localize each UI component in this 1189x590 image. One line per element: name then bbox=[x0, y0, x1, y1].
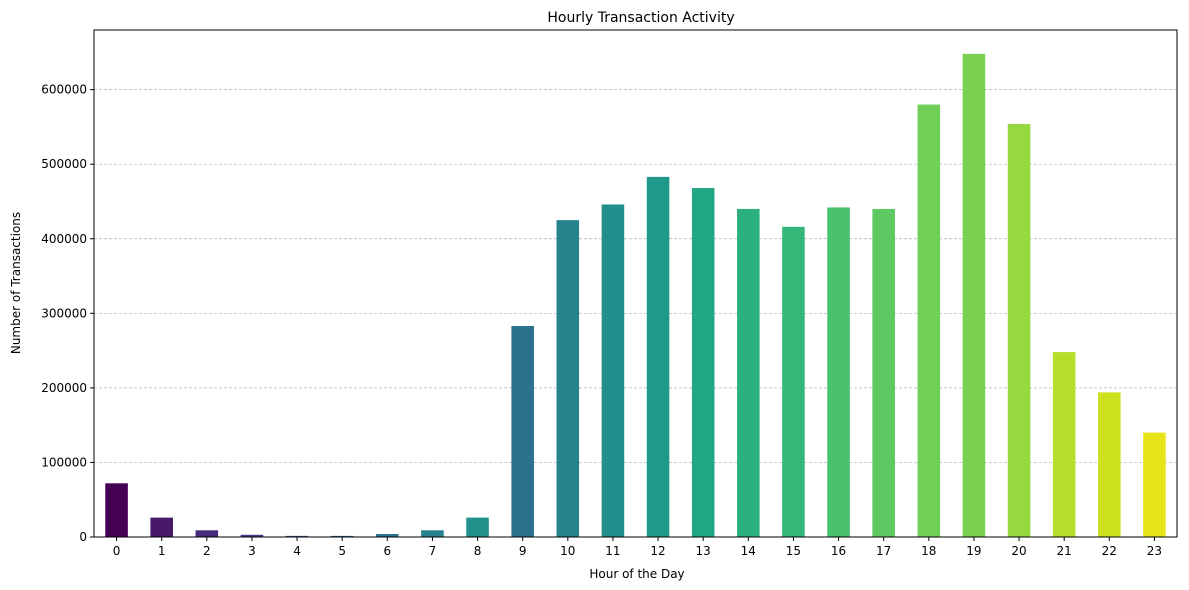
bar-hour-6 bbox=[376, 534, 399, 537]
x-tick-label: 1 bbox=[158, 544, 166, 558]
bar-hour-11 bbox=[601, 204, 625, 537]
bar-hour-12 bbox=[646, 176, 670, 537]
bar-hour-1 bbox=[150, 517, 173, 537]
x-tick-label: 2 bbox=[203, 544, 211, 558]
bar-hour-5 bbox=[330, 535, 354, 537]
y-axis-title: Number of Transactions bbox=[9, 212, 23, 354]
bar-hour-4 bbox=[285, 535, 309, 537]
x-tick-label: 9 bbox=[519, 544, 527, 558]
x-tick-label: 19 bbox=[966, 544, 981, 558]
x-tick-label: 13 bbox=[696, 544, 711, 558]
y-tick-label: 100000 bbox=[41, 455, 87, 469]
bar-hour-0 bbox=[105, 483, 128, 537]
bar-hour-7 bbox=[421, 530, 444, 537]
x-tick-label: 14 bbox=[741, 544, 756, 558]
x-tick-label: 10 bbox=[560, 544, 575, 558]
x-tick-label: 6 bbox=[383, 544, 391, 558]
bar-hour-18 bbox=[917, 104, 941, 537]
x-tick-label: 16 bbox=[831, 544, 846, 558]
bar-hour-16 bbox=[827, 207, 850, 537]
x-axis: 0 1 2 3 4 5 6 7 8 9 10 11 12 13 14 15 16 17 18 19 20 21 22 23 bbox=[113, 537, 1162, 558]
bar-hour-22 bbox=[1098, 392, 1121, 537]
bar-hour-23 bbox=[1143, 432, 1166, 537]
bar-hour-20 bbox=[1007, 123, 1031, 537]
x-tick-label: 15 bbox=[786, 544, 801, 558]
plot-frame bbox=[93, 29, 1178, 538]
y-axis: 0 100000 200000 300000 400000 500000 600000 bbox=[41, 83, 94, 544]
bar-hour-2 bbox=[195, 530, 219, 537]
bar-hour-10 bbox=[556, 220, 580, 537]
y-tick-label: 500000 bbox=[41, 157, 87, 171]
chart-title: Hourly Transaction Activity bbox=[547, 10, 734, 26]
bar-hour-8 bbox=[466, 517, 489, 537]
bars bbox=[105, 53, 1166, 538]
bar-hour-13 bbox=[691, 188, 715, 538]
y-tick-label: 600000 bbox=[41, 83, 87, 97]
x-tick-label: 17 bbox=[876, 544, 891, 558]
x-tick-label: 21 bbox=[1057, 544, 1072, 558]
x-tick-label: 12 bbox=[650, 544, 665, 558]
bar-hour-21 bbox=[1052, 352, 1076, 537]
bar-hour-9 bbox=[511, 325, 534, 537]
bar-hour-19 bbox=[962, 53, 986, 537]
x-tick-label: 22 bbox=[1102, 544, 1117, 558]
x-tick-label: 8 bbox=[474, 544, 482, 558]
x-tick-label: 23 bbox=[1147, 544, 1162, 558]
x-tick-label: 18 bbox=[921, 544, 936, 558]
y-tick-label: 200000 bbox=[41, 381, 87, 395]
bar-hour-15 bbox=[782, 226, 805, 537]
x-tick-label: 11 bbox=[605, 544, 620, 558]
y-tick-label: 0 bbox=[79, 530, 87, 544]
x-axis-title: Hour of the Day bbox=[589, 567, 684, 581]
x-tick-label: 20 bbox=[1011, 544, 1026, 558]
x-tick-label: 3 bbox=[248, 544, 256, 558]
bar-hour-3 bbox=[240, 534, 264, 537]
bar-hour-14 bbox=[737, 208, 760, 538]
bar-hour-17 bbox=[872, 208, 895, 538]
x-tick-label: 4 bbox=[293, 544, 301, 558]
x-tick-label: 5 bbox=[338, 544, 346, 558]
x-tick-label: 7 bbox=[429, 544, 437, 558]
x-tick-label: 0 bbox=[113, 544, 121, 558]
y-tick-label: 400000 bbox=[41, 232, 87, 246]
y-tick-label: 300000 bbox=[41, 306, 87, 320]
grid-lines bbox=[94, 89, 1177, 463]
